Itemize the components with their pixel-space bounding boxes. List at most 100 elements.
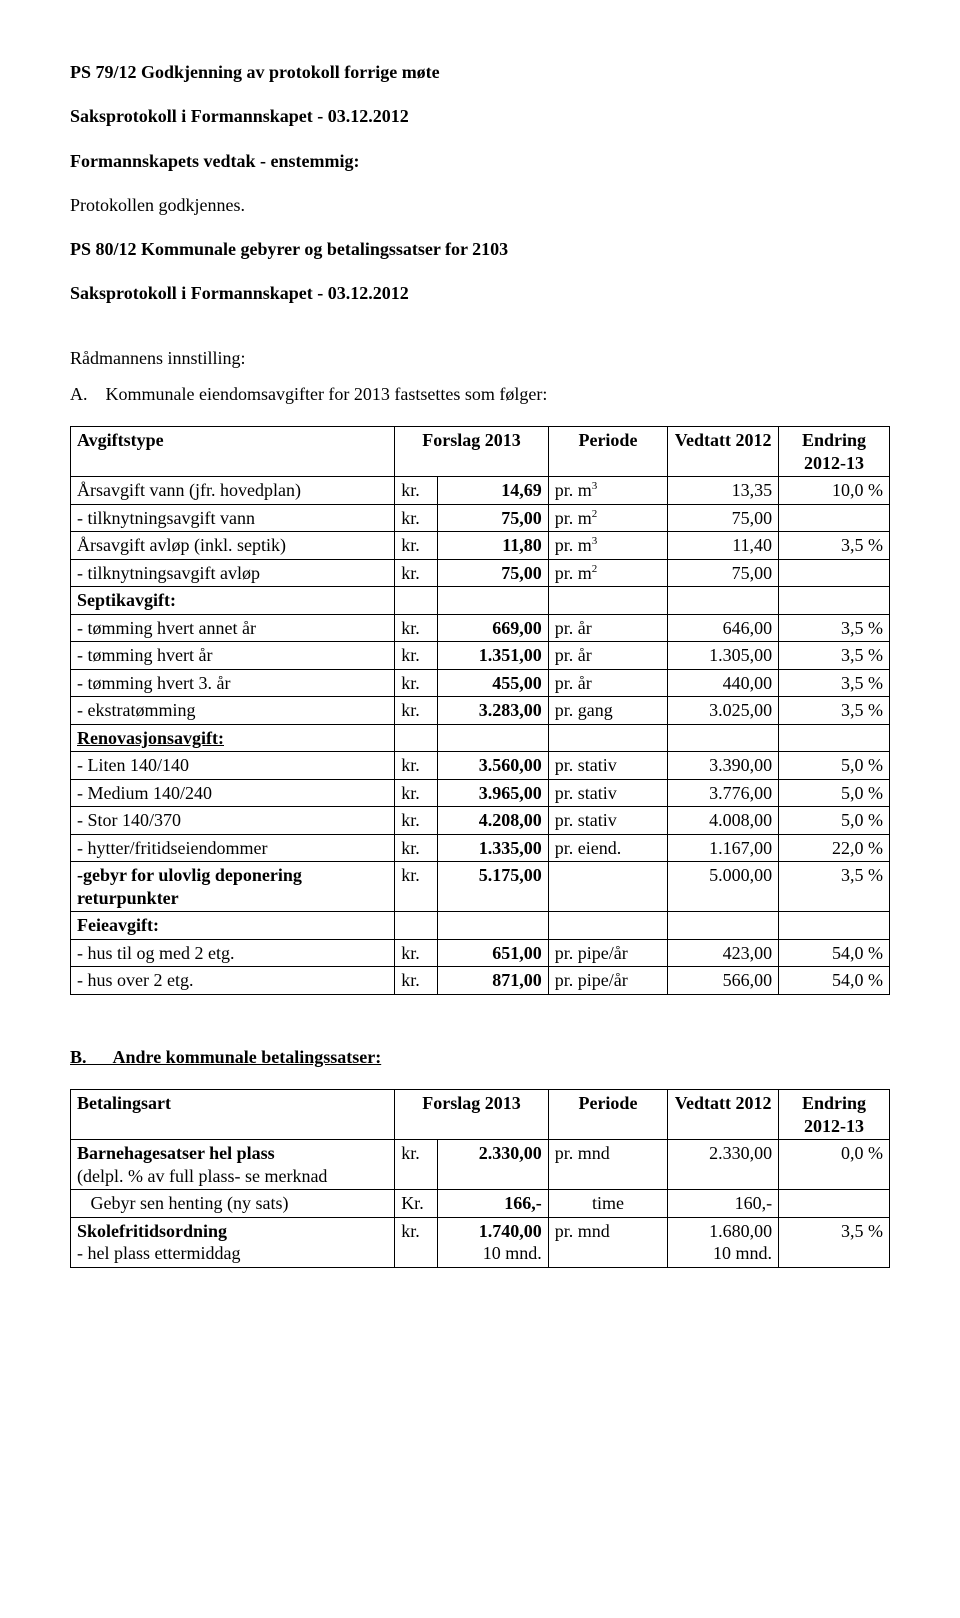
cell-amt: 75,00 — [437, 559, 548, 587]
cell-ved: 1.305,00 — [668, 642, 779, 670]
cell-per: pr. m2 — [548, 559, 667, 587]
table-row: Årsavgift avløp (inkl. septik)kr.11,80pr… — [71, 532, 890, 560]
cell-label: - tilknytningsavgift avløp — [71, 559, 395, 587]
cell-per: pr. år — [548, 669, 667, 697]
cell-end: 5,0 % — [779, 752, 890, 780]
cell-label: - ekstratømming — [71, 697, 395, 725]
cell-label: - tømming hvert annet år — [71, 614, 395, 642]
cell-per — [548, 912, 667, 940]
cell-per: pr. år — [548, 642, 667, 670]
cell-amt: 2.330,00 — [437, 1140, 548, 1190]
cell-end: 5,0 % — [779, 807, 890, 835]
cell-end: 10,0 % — [779, 477, 890, 505]
th-endring: Endring 2012-13 — [779, 427, 890, 477]
cell-sub: (delpl. % av full plass- se merknad — [77, 1166, 327, 1186]
cell-per: pr. stativ — [548, 752, 667, 780]
section-a-title: A. Kommunale eiendomsavgifter for 2013 f… — [70, 382, 890, 406]
cell-kr: kr. — [395, 807, 438, 835]
table-row: - Liten 140/140kr.3.560,00pr. stativ3.39… — [71, 752, 890, 780]
cell-ved: 1.167,00 — [668, 834, 779, 862]
cell-ved: 423,00 — [668, 939, 779, 967]
cell-amt: 669,00 — [437, 614, 548, 642]
cell-amt: 1.740,00 — [479, 1221, 542, 1241]
cell-amt: 3.560,00 — [437, 752, 548, 780]
table-row: Skolefritidsordning- hel plass ettermidd… — [71, 1217, 890, 1267]
section-b-title: B. Andre kommunale betalingssatser: — [70, 1045, 890, 1069]
cell-label: -gebyr for ulovlig deponering returpunkt… — [71, 862, 395, 912]
table-row: - tømming hvert årkr.1.351,00pr. år1.305… — [71, 642, 890, 670]
cell-ved: 11,40 — [668, 532, 779, 560]
thb-periode: Periode — [548, 1090, 667, 1140]
table-row: - hus over 2 etg.kr.871,00pr. pipe/år566… — [71, 967, 890, 995]
cell-label: - hus over 2 etg. — [71, 967, 395, 995]
cell-amt: 3.965,00 — [437, 779, 548, 807]
cell-per — [548, 862, 667, 912]
cell-kr: Kr. — [395, 1190, 438, 1218]
cell-per: pr. stativ — [548, 779, 667, 807]
cell-kr — [395, 912, 438, 940]
cell-end — [779, 504, 890, 532]
table-row: - hus til og med 2 etg.kr.651,00pr. pipe… — [71, 939, 890, 967]
cell-per: pr. m3 — [548, 532, 667, 560]
th-vedtatt: Vedtatt 2012 — [668, 427, 779, 477]
cell-label: - Medium 140/240 — [71, 779, 395, 807]
innstilling-label: Rådmannens innstilling: — [70, 346, 890, 370]
cell-ved: 5.000,00 — [668, 862, 779, 912]
cell-per: pr. mnd — [548, 1140, 667, 1190]
cell-label: Septikavgift: — [71, 587, 395, 615]
cell-amt: 5.175,00 — [437, 862, 548, 912]
cell-ved: 3.776,00 — [668, 779, 779, 807]
cell-amt: 166,- — [437, 1190, 548, 1218]
ps79-vedtak: Formannskapets vedtak - enstemmig: — [70, 149, 890, 173]
cell-ved: 75,00 — [668, 504, 779, 532]
table-row: - hytter/fritidseiendommerkr.1.335,00pr.… — [71, 834, 890, 862]
ps80-title: PS 80/12 Kommunale gebyrer og betalingss… — [70, 237, 890, 261]
thb-endring: Endring 2012-13 — [779, 1090, 890, 1140]
cell-end: 3,5 % — [779, 642, 890, 670]
cell-kr: kr. — [395, 477, 438, 505]
ps79-body: Protokollen godkjennes. — [70, 193, 890, 217]
cell-per: pr. eiend. — [548, 834, 667, 862]
ps80-sub: Saksprotokoll i Formannskapet - 03.12.20… — [70, 281, 890, 305]
th-periode: Periode — [548, 427, 667, 477]
cell-ved: 4.008,00 — [668, 807, 779, 835]
table-row: - ekstratømmingkr.3.283,00pr. gang3.025,… — [71, 697, 890, 725]
table-row: -gebyr for ulovlig deponering returpunkt… — [71, 862, 890, 912]
cell-kr: kr. — [395, 504, 438, 532]
ps79-sub: Saksprotokoll i Formannskapet - 03.12.20… — [70, 104, 890, 128]
cell-label: - Liten 140/140 — [71, 752, 395, 780]
cell-amt: 651,00 — [437, 939, 548, 967]
cell-amt: 1.351,00 — [437, 642, 548, 670]
cell-kr — [395, 724, 438, 752]
cell-kr: kr. — [395, 669, 438, 697]
cell-kr: kr. — [395, 614, 438, 642]
cell-end: 3,5 % — [779, 614, 890, 642]
cell-amt: 75,00 — [437, 504, 548, 532]
cell-sub: - hel plass ettermiddag — [77, 1243, 240, 1263]
cell-label: Årsavgift avløp (inkl. septik) — [71, 532, 395, 560]
table-row: Årsavgift vann (jfr. hovedplan)kr.14,69p… — [71, 477, 890, 505]
cell-ved: 3.025,00 — [668, 697, 779, 725]
cell-kr: kr. — [395, 967, 438, 995]
cell-end — [779, 587, 890, 615]
cell-label: Årsavgift vann (jfr. hovedplan) — [71, 477, 395, 505]
cell-per: pr. m2 — [548, 504, 667, 532]
thb-forslag: Forslag 2013 — [395, 1090, 549, 1140]
cell-amt: 11,80 — [437, 532, 548, 560]
cell-kr — [395, 587, 438, 615]
cell-label: - tømming hvert 3. år — [71, 669, 395, 697]
cell-kr: kr. — [395, 752, 438, 780]
cell-label: Feieavgift: — [71, 912, 395, 940]
cell-ved: 1.680,00 — [709, 1221, 772, 1241]
cell-end: 3,5 % — [779, 1217, 890, 1267]
cell-kr: kr. — [395, 697, 438, 725]
table-row: Gebyr sen henting (ny sats) Kr. 166,- ti… — [71, 1190, 890, 1218]
th-forslag: Forslag 2013 — [395, 427, 549, 477]
cell-end: 3,5 % — [779, 669, 890, 697]
cell-amt: 3.283,00 — [437, 697, 548, 725]
table-row: Septikavgift: — [71, 587, 890, 615]
cell-kr: kr. — [395, 1217, 438, 1267]
cell-end: 22,0 % — [779, 834, 890, 862]
table-row: - tømming hvert 3. årkr.455,00pr. år440,… — [71, 669, 890, 697]
cell-amt — [437, 912, 548, 940]
